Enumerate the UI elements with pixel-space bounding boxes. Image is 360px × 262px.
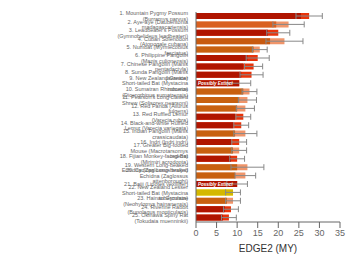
svg-text:25: 25 (294, 228, 304, 238)
svg-text:5: 5 (214, 228, 219, 238)
svg-text:8. Sunda Pangolin (Manisjavani: 8. Sunda Pangolin (Manisjavanica) (125, 69, 188, 81)
svg-text:Possibly Extinct: Possibly Extinct (198, 81, 233, 86)
svg-text:9. New Zealand GreaterShort-ta: 9. New Zealand GreaterShort-tailed Bat (… (122, 75, 189, 92)
svg-text:35: 35 (335, 228, 345, 238)
svg-text:10: 10 (232, 228, 242, 238)
svg-text:19. Western Long-beakedEchidna: 19. Western Long-beakedEchidna (Zaglossu… (122, 162, 189, 174)
svg-text:22. New Zealand LesserShort-ta: 22. New Zealand LesserShort-tailed Bat (… (122, 184, 189, 201)
svg-text:15. Indian Pangolin (Maniscras: 15. Indian Pangolin (Maniscrassicaudata) (123, 128, 188, 140)
svg-text:30: 30 (314, 228, 324, 238)
svg-text:25. Okinawa Spiny Rat(Tokudaia: 25. Okinawa Spiny Rat(Tokudaia muenninki… (132, 212, 188, 224)
svg-text:EDGE2 (MY): EDGE2 (MY) (239, 243, 297, 254)
svg-text:Possibly Extinct: Possibly Extinct (198, 182, 233, 187)
svg-text:15: 15 (253, 228, 263, 238)
svg-text:0: 0 (193, 228, 198, 238)
svg-text:20: 20 (273, 228, 283, 238)
